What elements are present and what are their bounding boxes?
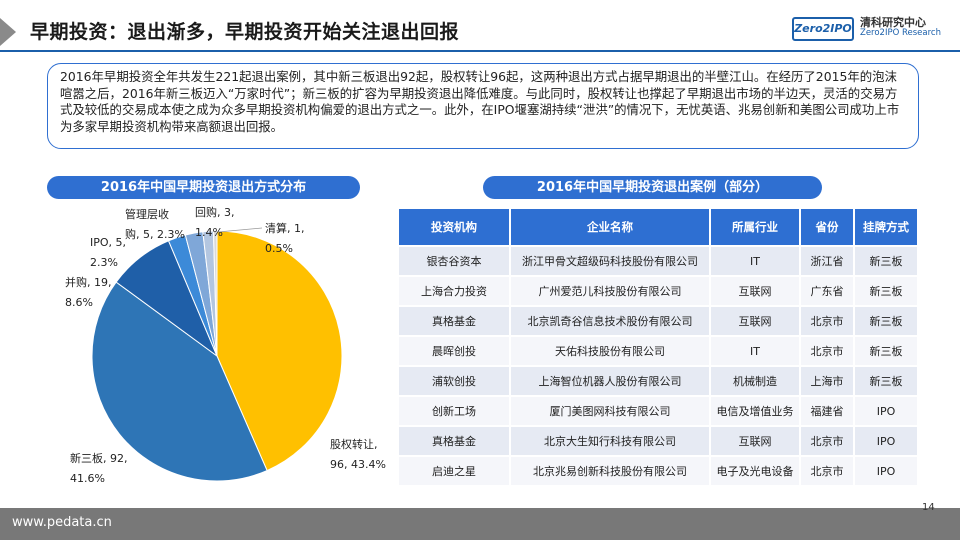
- table-cell: 厦门美图网科技有限公司: [509, 395, 711, 427]
- summary-text: 2016年早期投资全年共发生221起退出案例，其中新三板退出92起，股权转让96…: [47, 63, 919, 149]
- header-divider: [0, 50, 960, 52]
- table-cell: 广东省: [799, 275, 855, 307]
- pie-slice: [91, 281, 268, 482]
- table-cell: 真格基金: [397, 305, 511, 337]
- table-row: 创新工场 厦门美图网科技有限公司 电信及增值业务 福建省 IPO: [397, 395, 919, 427]
- table-cell: 晨晖创投: [397, 335, 511, 367]
- slice-label-line: IPO, 5,: [90, 236, 126, 249]
- column-header: 挂牌方式: [853, 207, 919, 247]
- column-header: 投资机构: [397, 207, 511, 247]
- table-cell: 新三板: [853, 335, 919, 367]
- table-cell: 互联网: [709, 305, 801, 337]
- slice-label-line: 管理层收: [125, 207, 169, 221]
- table-cell: 浙江省: [799, 245, 855, 277]
- table-cell: 创新工场: [397, 395, 511, 427]
- table-cell: 启迪之星: [397, 455, 511, 487]
- slice-label-line: 回购, 3,: [195, 205, 235, 219]
- pie-slice: [216, 230, 343, 472]
- table-cell: 北京市: [799, 425, 855, 457]
- slice-label: 股权转让, 96, 43.4%: [330, 437, 386, 471]
- table-cell: 北京市: [799, 305, 855, 337]
- column-header: 省份: [799, 207, 855, 247]
- slice-label-line: 41.6%: [70, 472, 105, 485]
- slice-label: IPO, 5, 2.3%: [90, 236, 126, 269]
- slice-label-line: 2.3%: [90, 256, 118, 269]
- table-row: 启迪之星 北京兆易创新科技股份有限公司 电子及光电设备 北京市 IPO: [397, 455, 919, 487]
- table-cell: 北京市: [799, 455, 855, 487]
- slice-label-line: 1.4%: [195, 226, 223, 239]
- table-cell: 真格基金: [397, 425, 511, 457]
- footer-url: www.pedata.cn: [12, 515, 112, 530]
- leader-line: [217, 227, 263, 233]
- pie-chart: 股权转让, 96, 43.4% 新三板, 92, 41.6% 并购, 19, 8.6% IP…: [65, 205, 386, 485]
- table-cell: 新三板: [853, 305, 919, 337]
- table-cell: 浙江甲骨文超级码科技股份有限公司: [509, 245, 711, 277]
- table-cell: 天佑科技股份有限公司: [509, 335, 711, 367]
- table-cell: 新三板: [853, 365, 919, 397]
- page-title: 早期投资：退出渐多，早期投资开始关注退出回报: [30, 21, 460, 43]
- footer-bar: [0, 508, 960, 540]
- table-cell: IPO: [853, 455, 919, 487]
- table-cell: 银杏谷资本: [397, 245, 511, 277]
- slice-label-line: 8.6%: [65, 296, 93, 309]
- table-cell: 电信及增值业务: [709, 395, 801, 427]
- table-row: 真格基金 北京凯奇谷信息技术股份有限公司 互联网 北京市 新三板: [397, 305, 919, 337]
- table-row: 上海合力投资 广州爱范儿科技股份有限公司 互联网 广东省 新三板: [397, 275, 919, 307]
- slice-label-line: 清算, 1,: [265, 221, 305, 235]
- table-row: 银杏谷资本 浙江甲骨文超级码科技股份有限公司 IT 浙江省 新三板: [397, 245, 919, 277]
- table-cell: 互联网: [709, 425, 801, 457]
- slice-label-line: 96, 43.4%: [330, 458, 386, 471]
- table-cell: 新三板: [853, 245, 919, 277]
- table-cell: 上海市: [799, 365, 855, 397]
- table-cell: 互联网: [709, 275, 801, 307]
- table-cell: IPO: [853, 425, 919, 457]
- table-cell: 北京兆易创新科技股份有限公司: [509, 455, 711, 487]
- slice-label: 清算, 1, 0.5%: [265, 221, 305, 255]
- table-row: 晨晖创投 天佑科技股份有限公司 IT 北京市 新三板: [397, 335, 919, 367]
- table-cell: IT: [709, 245, 801, 277]
- table-cell: 北京市: [799, 335, 855, 367]
- table-cell: 电子及光电设备: [709, 455, 801, 487]
- table-cell: 福建省: [799, 395, 855, 427]
- header-arrow-icon: [0, 18, 16, 46]
- table-cell: IT: [709, 335, 801, 367]
- page-number: 14: [922, 502, 935, 513]
- table-row: 浦软创投 上海智位机器人股份有限公司 机械制造 上海市 新三板: [397, 365, 919, 397]
- slice-label-line: 新三板, 92,: [70, 451, 128, 465]
- slice-label-line: 0.5%: [265, 242, 293, 255]
- table-row: 真格基金 北京大生知行科技有限公司 互联网 北京市 IPO: [397, 425, 919, 457]
- slice-label-line: 股权转让,: [330, 437, 378, 451]
- table-cell: 浦软创投: [397, 365, 511, 397]
- exit-cases-table: 投资机构 企业名称 所属行业 省份 挂牌方式 银杏谷资本 浙江甲骨文超级码科技股份…: [397, 207, 919, 487]
- pie-slice: [212, 230, 218, 357]
- zero2ipo-logo: Zero2IPO: [792, 17, 854, 41]
- column-header: 企业名称: [509, 207, 711, 247]
- table-cell: IPO: [853, 395, 919, 427]
- slice-label-line: 购, 5, 2.3%: [125, 227, 185, 241]
- brand-name-cn: 清科研究中心: [860, 16, 926, 29]
- pie-chart-title: 2016年中国早期投资退出方式分布: [47, 176, 360, 199]
- slice-label: 并购, 19, 8.6%: [65, 275, 112, 309]
- table-cell: 上海合力投资: [397, 275, 511, 307]
- table-cell: 广州爱范儿科技股份有限公司: [509, 275, 711, 307]
- table-header-row: 投资机构 企业名称 所属行业 省份 挂牌方式: [397, 207, 919, 247]
- slice-label: 新三板, 92, 41.6%: [70, 451, 128, 485]
- column-header: 所属行业: [709, 207, 801, 247]
- slice-label-line: 并购, 19,: [65, 275, 112, 289]
- table-cell: 北京大生知行科技有限公司: [509, 425, 711, 457]
- table-cell: 北京凯奇谷信息技术股份有限公司: [509, 305, 711, 337]
- table-cell: 上海智位机器人股份有限公司: [509, 365, 711, 397]
- table-title: 2016年中国早期投资退出案例（部分）: [483, 176, 822, 199]
- slice-label: 回购, 3, 1.4%: [195, 205, 235, 239]
- slice-label: 管理层收购, 5, 2.3%: [125, 207, 185, 241]
- table-cell: 机械制造: [709, 365, 801, 397]
- table-cell: 新三板: [853, 275, 919, 307]
- brand-name-en: Zero2IPO Research: [860, 28, 941, 38]
